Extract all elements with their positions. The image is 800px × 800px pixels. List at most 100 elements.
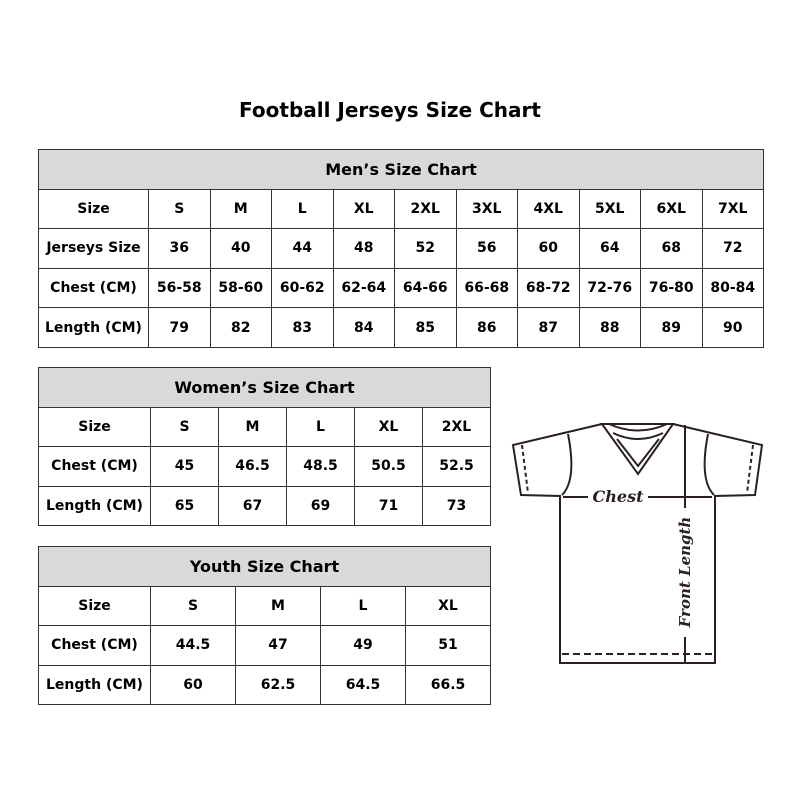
table-cell: 50.5	[354, 446, 423, 487]
table-cell: 48	[332, 228, 395, 269]
table-cell: 79	[148, 307, 211, 348]
table-cell: S	[150, 406, 219, 447]
table-cell: XL	[332, 188, 395, 230]
table-cell: 47	[235, 625, 321, 666]
table-cell: 44	[271, 228, 334, 269]
table-cell: 85	[394, 307, 457, 348]
table-cell: XL	[405, 585, 491, 626]
table-cell: 72	[701, 228, 764, 269]
table-cell: 68	[640, 228, 703, 269]
table-cell: S	[148, 188, 211, 230]
row-label: Length (CM)	[38, 485, 151, 526]
table-cell: 90	[701, 307, 764, 348]
collar-outer	[600, 423, 675, 476]
left-armpit-seam	[561, 433, 573, 496]
table-cell: 64-66	[394, 267, 457, 309]
table-cell: 69	[286, 485, 355, 526]
table-cell: 89	[640, 307, 703, 348]
collar-inner	[608, 423, 668, 468]
table-cell: L	[271, 188, 334, 230]
page-title: Football Jerseys Size Chart	[239, 98, 541, 122]
table-cell: 80-84	[701, 267, 764, 309]
table-cell: 48.5	[286, 446, 355, 487]
table-row: Length (CM) 79 82 83 84 85 86 87 88 89 90	[38, 307, 764, 348]
table-cell: 36	[148, 228, 211, 269]
table-row: Size S M L XL 2XL 3XL 4XL 5XL 6XL 7XL	[38, 188, 764, 230]
mens-size-table: Men’s Size Chart Size S M L XL 2XL 3XL 4XL 5XL 6X…	[38, 149, 764, 348]
table-cell: 84	[332, 307, 395, 348]
table-cell: 65	[150, 485, 219, 526]
table-cell: 6XL	[640, 188, 703, 230]
table-cell: 40	[209, 228, 272, 269]
table-cell: 7XL	[701, 188, 764, 230]
table-row: Length (CM) 60 62.5 64.5 66.5	[38, 664, 491, 705]
row-label: Size	[38, 188, 149, 230]
table-cell: 64	[578, 228, 641, 269]
table-cell: 2XL	[394, 188, 457, 230]
table-cell: S	[150, 585, 236, 626]
table-cell: 76-80	[640, 267, 703, 309]
youth-size-table: Youth Size Chart Size S M L XL Chest (CM) 44.5…	[38, 546, 491, 705]
table-cell: 56-58	[148, 267, 211, 309]
table-cell: 46.5	[218, 446, 287, 487]
table-cell: 60	[150, 664, 236, 705]
womens-table-heading: Women’s Size Chart	[38, 367, 491, 408]
row-label: Chest (CM)	[38, 267, 149, 309]
table-cell: 64.5	[320, 664, 406, 705]
table-cell: 86	[455, 307, 518, 348]
table-cell: 66-68	[455, 267, 518, 309]
table-cell: 73	[422, 485, 491, 526]
table-cell: 44.5	[150, 625, 236, 666]
row-label: Length (CM)	[38, 307, 149, 348]
row-label: Jerseys Size	[38, 228, 149, 269]
table-cell: 72-76	[578, 267, 641, 309]
right-armpit-seam	[703, 433, 715, 496]
table-row: Length (CM) 65 67 69 71 73	[38, 485, 491, 526]
table-cell: L	[286, 406, 355, 447]
table-row: Jerseys Size 36 40 44 48 52 56 60 64 68 72	[38, 228, 764, 269]
table-row: Size S M L XL	[38, 585, 491, 626]
table-cell: 56	[455, 228, 518, 269]
table-cell: 60	[517, 228, 580, 269]
table-cell: 66.5	[405, 664, 491, 705]
table-cell: 49	[320, 625, 406, 666]
sleeve-hem-left	[521, 444, 529, 494]
table-cell: 68-72	[517, 267, 580, 309]
table-cell: 3XL	[455, 188, 518, 230]
table-cell: 2XL	[422, 406, 491, 447]
table-row: Chest (CM) 56-58 58-60 60-62 62-64 64-66 66-68…	[38, 267, 764, 309]
table-cell: 87	[517, 307, 580, 348]
table-cell: M	[218, 406, 287, 447]
row-label: Chest (CM)	[38, 625, 151, 666]
table-cell: L	[320, 585, 406, 626]
table-row: Chest (CM) 45 46.5 48.5 50.5 52.5	[38, 446, 491, 487]
table-cell: M	[209, 188, 272, 230]
jersey-measurement-diagram: Chest Front Length	[511, 423, 764, 664]
table-cell: 51	[405, 625, 491, 666]
table-cell: 45	[150, 446, 219, 487]
table-cell: 62-64	[332, 267, 395, 309]
table-cell: 88	[578, 307, 641, 348]
table-cell: 52	[394, 228, 457, 269]
table-row: Size S M L XL 2XL	[38, 406, 491, 447]
mens-table-heading: Men’s Size Chart	[38, 149, 764, 190]
table-cell: 82	[209, 307, 272, 348]
table-cell: 83	[271, 307, 334, 348]
sleeve-hem-right	[746, 444, 754, 494]
row-label: Size	[38, 585, 151, 626]
table-row: Chest (CM) 44.5 47 49 51	[38, 625, 491, 666]
row-label: Length (CM)	[38, 664, 151, 705]
table-cell: 5XL	[578, 188, 641, 230]
youth-table-heading: Youth Size Chart	[38, 546, 491, 587]
table-cell: M	[235, 585, 321, 626]
table-cell: 4XL	[517, 188, 580, 230]
chest-label: Chest	[593, 487, 645, 506]
table-cell: 67	[218, 485, 287, 526]
table-cell: 58-60	[209, 267, 272, 309]
womens-size-table: Women’s Size Chart Size S M L XL 2XL Chest (CM…	[38, 367, 491, 526]
table-cell: 62.5	[235, 664, 321, 705]
table-cell: 60-62	[271, 267, 334, 309]
table-cell: 71	[354, 485, 423, 526]
jersey-outline	[511, 423, 764, 664]
row-label: Chest (CM)	[38, 446, 151, 487]
